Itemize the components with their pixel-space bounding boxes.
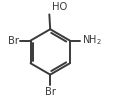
Text: Br: Br: [8, 36, 19, 46]
Text: HO: HO: [52, 2, 67, 12]
Text: NH$_2$: NH$_2$: [81, 34, 101, 48]
Text: Br: Br: [44, 87, 55, 97]
